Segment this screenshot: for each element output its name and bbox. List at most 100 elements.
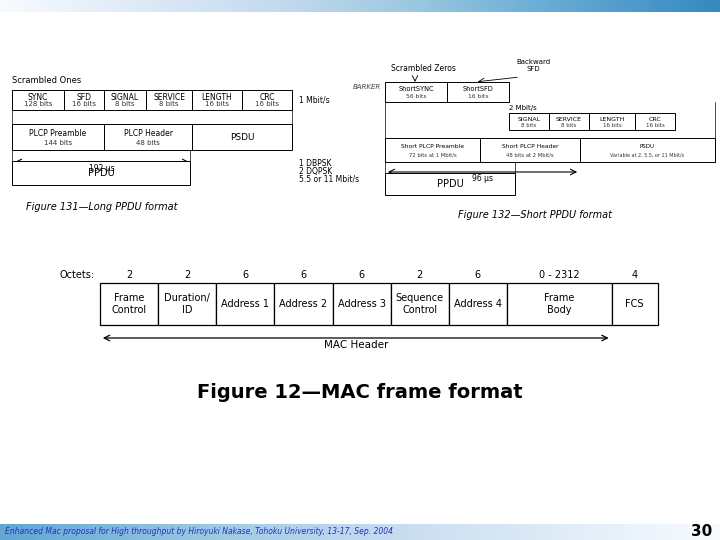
Text: Short PLCP Preamble: Short PLCP Preamble [401, 144, 464, 150]
Text: Address 2: Address 2 [279, 299, 328, 309]
Text: Enhanced Mac proposal for High throughput by Hiroyuki Nakase, Tohoku University,: Enhanced Mac proposal for High throughpu… [5, 528, 393, 537]
Text: 8 bits: 8 bits [562, 123, 577, 128]
Bar [611, 283, 658, 325]
Bar [104, 124, 192, 150]
Text: 8 bits: 8 bits [115, 102, 135, 107]
Bar [507, 283, 611, 325]
Text: 48 bits: 48 bits [136, 140, 160, 146]
Text: LENGTH: LENGTH [599, 117, 625, 122]
Bar [480, 138, 580, 162]
Text: 16 bits: 16 bits [468, 94, 488, 99]
Bar [158, 283, 216, 325]
Text: Scrambled Zeros: Scrambled Zeros [390, 64, 456, 73]
Text: 192 µs: 192 µs [89, 164, 114, 173]
Text: Address 4: Address 4 [454, 299, 502, 309]
Text: SIGNAL: SIGNAL [518, 117, 541, 122]
Bar [635, 113, 675, 130]
Text: Address 1: Address 1 [221, 299, 269, 309]
Text: 16 bits: 16 bits [646, 123, 665, 128]
Text: 2 DQPSK: 2 DQPSK [299, 167, 332, 176]
Bar [146, 90, 192, 110]
Text: PSDU: PSDU [230, 132, 254, 141]
Text: Sequence
Control: Sequence Control [395, 293, 444, 315]
Text: PLCP Header: PLCP Header [124, 129, 173, 138]
Text: 144 bits: 144 bits [44, 140, 72, 146]
Text: 96 µs: 96 µs [472, 174, 492, 183]
Text: SERVICE: SERVICE [153, 93, 185, 102]
Bar [385, 173, 515, 195]
Bar [192, 90, 242, 110]
Bar [64, 90, 104, 110]
Text: 6: 6 [300, 270, 307, 280]
Text: 0 - 2312: 0 - 2312 [539, 270, 580, 280]
Bar [216, 283, 274, 325]
Text: Figure 131—Long PPDU format: Figure 131—Long PPDU format [26, 202, 178, 212]
Text: FCS: FCS [626, 299, 644, 309]
Text: 6: 6 [242, 270, 248, 280]
Bar [509, 113, 549, 130]
Text: ShortSYNC: ShortSYNC [398, 86, 434, 92]
Text: 2: 2 [126, 270, 132, 280]
Text: 30: 30 [690, 524, 712, 539]
Text: 1 Mbit/s: 1 Mbit/s [299, 96, 330, 105]
Text: 4: 4 [631, 270, 638, 280]
Bar [385, 138, 480, 162]
Text: Figure 132—Short PPDU format: Figure 132—Short PPDU format [458, 210, 612, 220]
Text: 2 Mbit/s: 2 Mbit/s [509, 105, 536, 111]
Bar [12, 124, 104, 150]
Text: 8 bits: 8 bits [521, 123, 536, 128]
Text: 16 bits: 16 bits [255, 102, 279, 107]
Text: LENGTH: LENGTH [202, 93, 233, 102]
Bar [447, 82, 509, 102]
Text: 48 bits at 2 Mbit/s: 48 bits at 2 Mbit/s [506, 153, 554, 158]
Text: 56 bits: 56 bits [406, 94, 426, 99]
Text: Backward
SFD: Backward SFD [516, 59, 550, 72]
Text: MAC Header: MAC Header [323, 340, 388, 350]
Bar [580, 138, 715, 162]
Text: CRC: CRC [259, 93, 275, 102]
Text: 16 bits: 16 bits [72, 102, 96, 107]
Text: PLCP Preamble: PLCP Preamble [30, 129, 86, 138]
Text: SERVICE: SERVICE [556, 117, 582, 122]
Text: 2: 2 [417, 270, 423, 280]
Bar [333, 283, 391, 325]
Text: PPDU: PPDU [88, 168, 114, 178]
Bar [274, 283, 333, 325]
Bar [192, 124, 292, 150]
Text: 6: 6 [359, 270, 364, 280]
Text: PSDU: PSDU [640, 144, 655, 150]
Bar [549, 113, 589, 130]
Text: 16 bits: 16 bits [603, 123, 621, 128]
Text: SYNC: SYNC [28, 93, 48, 102]
Text: 72 bits at 1 Mbit/s: 72 bits at 1 Mbit/s [409, 153, 456, 158]
Text: Duration/
ID: Duration/ ID [164, 293, 210, 315]
Text: ShortSFD: ShortSFD [463, 86, 493, 92]
Text: 5.5 or 11 Mbit/s: 5.5 or 11 Mbit/s [299, 175, 359, 184]
Text: Variable at 2, 5.5, or 11 Mbit/s: Variable at 2, 5.5, or 11 Mbit/s [611, 153, 685, 158]
Text: Octets:: Octets: [60, 270, 95, 280]
Bar [12, 161, 190, 185]
Text: Scrambled Ones: Scrambled Ones [12, 76, 81, 85]
Text: Figure 12—MAC frame format: Figure 12—MAC frame format [197, 382, 523, 402]
Text: BARKER: BARKER [353, 84, 381, 90]
Text: SIGNAL: SIGNAL [111, 93, 139, 102]
Bar [12, 90, 64, 110]
Text: PPDU: PPDU [436, 179, 464, 189]
Text: Frame
Control: Frame Control [112, 293, 147, 315]
Bar [385, 82, 447, 102]
Text: Frame
Body: Frame Body [544, 293, 575, 315]
Text: Short PLCP Header: Short PLCP Header [502, 144, 558, 150]
Text: SFD: SFD [76, 93, 91, 102]
Bar [242, 90, 292, 110]
Text: 6: 6 [474, 270, 481, 280]
Text: 1 DBPSK: 1 DBPSK [299, 159, 331, 168]
Bar [100, 283, 158, 325]
Text: 8 bits: 8 bits [159, 102, 179, 107]
Bar [589, 113, 635, 130]
Text: Address 3: Address 3 [338, 299, 386, 309]
Text: 2: 2 [184, 270, 190, 280]
Bar [104, 90, 146, 110]
Bar [449, 283, 507, 325]
Bar [391, 283, 449, 325]
Text: 128 bits: 128 bits [24, 102, 52, 107]
